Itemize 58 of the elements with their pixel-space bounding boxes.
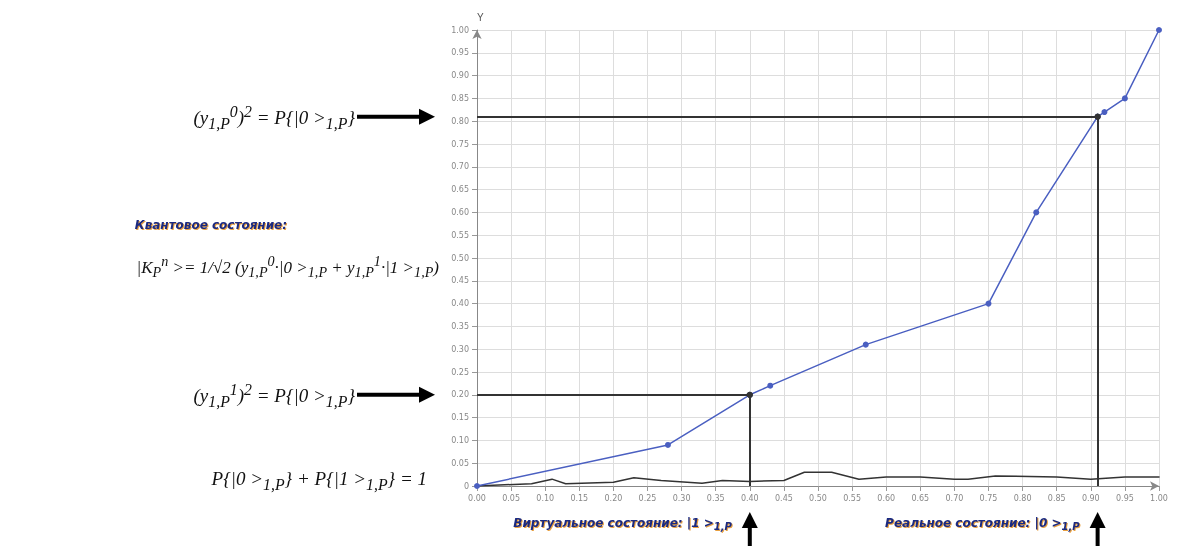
text: P{|0 >$_{1,P}$} + P{|1 >$_{1,P}$} = 1 — [211, 468, 427, 494]
point — [1101, 109, 1108, 116]
y-tick-label: 0.25 — [451, 367, 469, 377]
x-tick-label: 1.00 — [1150, 493, 1168, 503]
text: (y$_{1,P}$$^{0}$)$^{2}$ = P{|0 >$_{1,P}$} — [193, 102, 355, 133]
y-tick-label: 0.45 — [451, 276, 469, 286]
x-tick-label: 0.50 — [809, 493, 827, 503]
x-tick-label: 0.20 — [604, 493, 623, 503]
x-tick-label: 0.25 — [638, 493, 657, 503]
y-tick-label: 0.70 — [451, 162, 469, 172]
y-tick-label: 0.80 — [451, 116, 469, 126]
y-tick-label: 0.95 — [451, 48, 469, 58]
x-tick-label: 0.75 — [979, 493, 998, 503]
y-tick-label: 0.90 — [451, 71, 469, 81]
y-tick-label: 0.50 — [451, 253, 469, 263]
x-tick-label: 0.40 — [740, 493, 759, 503]
text: (y$_{1,P}$$^{1}$)$^{2}$ = P{|0 >$_{1,P}$} — [193, 380, 355, 411]
x-tick-label: 0.80 — [1013, 493, 1032, 503]
point — [1156, 27, 1162, 33]
x-tick-label: 0.45 — [774, 493, 793, 503]
annotation: Реальное состояние: |0 >$_{1,P}$ — [885, 516, 1080, 533]
x-tick-label: 0.00 — [468, 493, 486, 503]
y-tick-label: 0.35 — [451, 321, 469, 331]
x-tick-label: 0.70 — [945, 493, 964, 503]
point — [985, 300, 992, 307]
annotation: Виртуальное состояние: |1 >$_{1,P}$ — [513, 516, 732, 533]
x-tick-label: 0.65 — [911, 493, 930, 503]
y-tick-label: 0.20 — [451, 390, 469, 400]
x-tick-label: 0.85 — [1047, 493, 1066, 503]
point — [1121, 95, 1128, 102]
x-tick-label: 0.05 — [502, 493, 521, 503]
x-tick-label: 0.10 — [536, 493, 555, 503]
x-tick-label: 0.95 — [1115, 493, 1134, 503]
y-tick-label: 0.40 — [451, 299, 469, 309]
y-tick-label: 0.75 — [451, 139, 469, 149]
y-tick-label: 0.55 — [451, 230, 469, 240]
y-tick-label: 0.65 — [451, 185, 469, 195]
y-tick-label: 0.60 — [451, 207, 469, 217]
y-tick-label: 0.85 — [451, 93, 469, 103]
y-tick-label: 0 — [463, 481, 469, 491]
x-tick-label: 0.35 — [706, 493, 725, 503]
point — [767, 382, 774, 389]
y-tick-label: 0.10 — [451, 435, 469, 445]
x-tick-label: 0.60 — [877, 493, 896, 503]
point — [664, 441, 671, 448]
y-axis-title: Y — [477, 11, 484, 23]
x-tick-label: 0.15 — [570, 493, 589, 503]
point — [1033, 209, 1040, 216]
x-tick-label: 0.30 — [672, 493, 691, 503]
y-tick-label: 0.15 — [451, 413, 469, 423]
y-tick-label: 0.30 — [451, 344, 469, 354]
text: |K$_{P}$$^{n}$ >= 1/√2 (y$_{1,P}$$^{0}$·|0 >$_{1,P}$ + y$_{1,P}$$^{1}$·|1 >$_{1,P}$) — [136, 253, 439, 281]
x-tick-label: 0.90 — [1081, 493, 1100, 503]
point — [862, 341, 869, 348]
y-tick-label: 0.05 — [451, 458, 469, 468]
text: Квантовое состояние: — [134, 218, 287, 232]
y-tick-label: 1.00 — [451, 25, 469, 35]
x-tick-label: 0.55 — [843, 493, 862, 503]
